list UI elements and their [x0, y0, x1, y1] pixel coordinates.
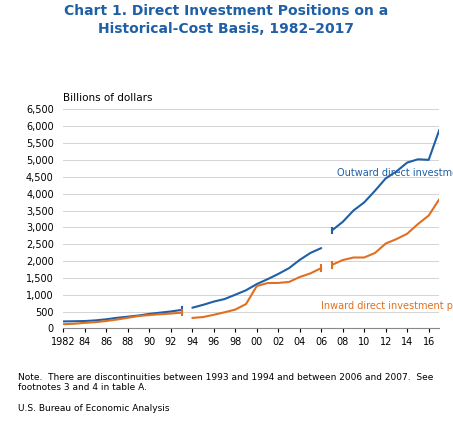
- Text: Note.  There are discontinuities between 1993 and 1994 and between 2006 and 2007: Note. There are discontinuities between …: [18, 373, 434, 392]
- Text: U.S. Bureau of Economic Analysis: U.S. Bureau of Economic Analysis: [18, 404, 169, 413]
- Text: Billions of dollars: Billions of dollars: [63, 93, 153, 103]
- Text: Chart 1. Direct Investment Positions on a
Historical-Cost Basis, 1982–2017: Chart 1. Direct Investment Positions on …: [64, 4, 389, 35]
- Text: Outward direct investment position: Outward direct investment position: [337, 168, 453, 179]
- Text: Inward direct investment position: Inward direct investment position: [321, 301, 453, 312]
